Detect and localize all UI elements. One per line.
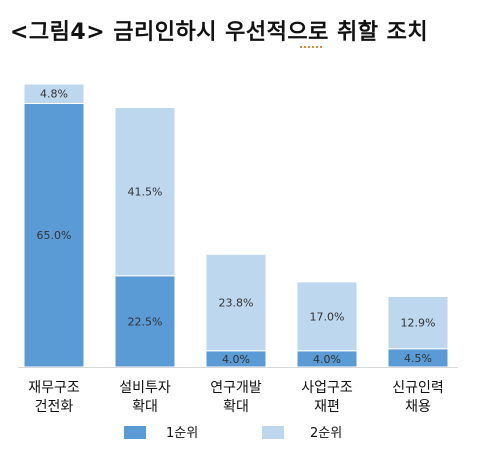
data-label-rank1-1: 22.5% [128, 315, 163, 328]
data-label-rank2-3: 17.0% [310, 310, 345, 323]
category-label-4-line0: 신규인력 [392, 380, 444, 396]
data-label-rank1-3: 4.0% [313, 353, 341, 366]
category-label-3-line1: 재편 [314, 399, 340, 415]
bar-rank2-4 [387, 295, 449, 350]
data-label-rank1-2: 4.0% [222, 353, 250, 366]
data-label-rank2-1: 41.5% [128, 186, 163, 199]
legend-label-rank2: 2순위 [310, 426, 342, 441]
data-label-rank2-2: 23.8% [219, 297, 254, 310]
bar-rank2-0 [23, 83, 85, 104]
category-label-1-line1: 확대 [132, 399, 158, 415]
chart-title: <그림4> 금리인하시 우선적으로 취할 조치 [10, 20, 429, 45]
bar-rank2-2 [205, 253, 267, 352]
bars-group: 65.0% 4.8% 22.5% 41.5% 4.0% 23.8% 4.0% 17.0% 4.5… [18, 83, 458, 368]
category-label-0-line0: 재무구조 [28, 380, 80, 396]
data-label-rank1-0: 65.0% [37, 229, 72, 242]
category-label-2-line0: 연구개발 [210, 380, 262, 396]
category-label-0-line1: 건전화 [35, 399, 74, 415]
data-label-rank2-0: 4.8% [40, 88, 68, 101]
category-label-1-line0: 설비투자 [119, 380, 171, 396]
bar-rank2-3 [296, 281, 358, 352]
bar-rank2-1 [114, 107, 176, 277]
legend-swatch-rank2 [262, 426, 284, 439]
spellcheck-underline [300, 46, 322, 48]
bar-rank1-0 [23, 102, 85, 368]
category-label-3-line0: 사업구조 [301, 380, 353, 396]
data-label-rank2-4: 12.9% [401, 317, 436, 330]
legend-label-rank1: 1순위 [166, 426, 198, 441]
legend-swatch-rank1 [124, 426, 146, 439]
category-label-2-line1: 확대 [223, 399, 249, 415]
legend: 1순위 2순위 [124, 426, 342, 441]
category-label-4-line1: 채용 [405, 399, 431, 415]
data-label-rank1-4: 4.5% [404, 352, 432, 365]
bar-rank1-1 [114, 275, 176, 368]
